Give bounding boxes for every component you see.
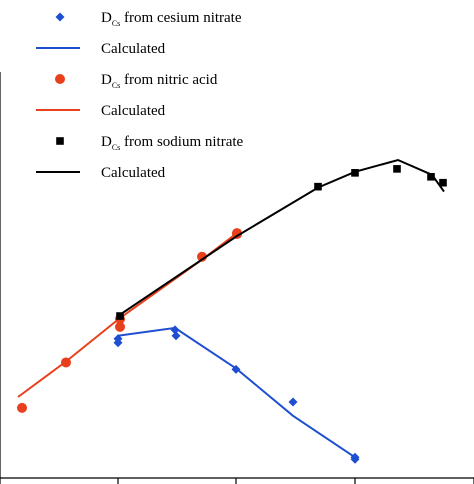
- legend: DCs from cesium nitrate Calculated DCs fro…: [36, 10, 244, 181]
- series-0: [113, 325, 360, 464]
- legend-marker-2: [55, 74, 65, 84]
- plot-area: [17, 158, 447, 464]
- legend-label-3: Calculated: [101, 103, 166, 119]
- legend-label-5: Calculated: [101, 165, 166, 181]
- data-point-4-5: [439, 178, 447, 187]
- series-line-1: [117, 326, 356, 459]
- data-point-2-2: [115, 321, 125, 332]
- data-point-0-5: [288, 397, 298, 407]
- legend-item-4: DCs from sodium nitrate: [56, 134, 244, 152]
- data-point-2-4: [197, 251, 207, 262]
- legend-marker-0: [55, 12, 65, 22]
- series-4: [116, 165, 447, 320]
- legend-label-1: Calculated: [101, 41, 166, 57]
- data-point-4-3: [393, 165, 401, 173]
- legend-item-1: Calculated: [36, 41, 166, 57]
- legend-label-4: DCs from sodium nitrate: [101, 134, 244, 152]
- data-point-4-4: [427, 172, 435, 181]
- series-1: [117, 326, 356, 459]
- data-point-2-0: [17, 402, 27, 413]
- data-point-0-3: [171, 331, 181, 341]
- legend-item-3: Calculated: [36, 103, 166, 119]
- data-point-4-0: [116, 312, 124, 320]
- series-5: [117, 158, 445, 317]
- legend-label-0: DCs from cesium nitrate: [101, 10, 242, 28]
- legend-marker-4: [56, 137, 64, 145]
- legend-item-0: DCs from cesium nitrate: [55, 10, 242, 28]
- series-line-5: [117, 158, 445, 317]
- legend-label-2: DCs from nitric acid: [101, 72, 218, 90]
- legend-item-5: Calculated: [36, 165, 166, 181]
- legend-item-2: DCs from nitric acid: [55, 72, 218, 90]
- data-point-0-1: [113, 338, 123, 348]
- axes: [0, 72, 474, 484]
